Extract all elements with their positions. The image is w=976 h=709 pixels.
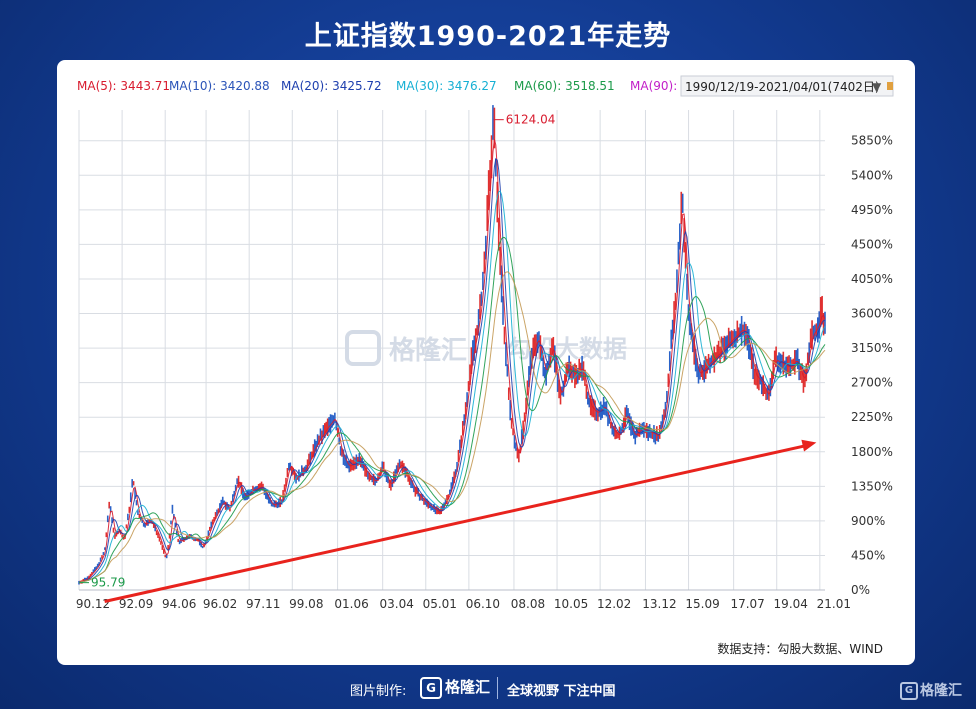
range-label: 1990/12/19-2021/04/01(7402日)	[685, 80, 880, 94]
corner-logo-mark-icon: G	[900, 682, 918, 700]
x-tick-label: 15.09	[685, 597, 719, 611]
ma-legend-value: 3518.51	[561, 79, 614, 93]
x-tick-label: 10.05	[554, 597, 588, 611]
x-tick-label: 21.01	[817, 597, 851, 611]
y-tick-label: 3150%	[851, 341, 893, 355]
chart-panel: MA(5): 3443.71 MA(10): 3420.88 MA(20): 342…	[57, 60, 915, 665]
footer-divider	[497, 677, 498, 699]
x-tick-label: 08.08	[511, 597, 545, 611]
ma-legend-name: MA(20):	[281, 79, 328, 93]
ma20-line	[78, 157, 826, 584]
x-tick-label: 90.12	[76, 597, 110, 611]
ma-legend-item: MA(5): 3443.71	[77, 79, 170, 93]
y-tick-label: 0%	[851, 583, 870, 597]
ma-legend-name: MA(90):	[630, 79, 677, 93]
y-tick-label: 5850%	[851, 134, 893, 148]
y-tick-label: 4050%	[851, 272, 893, 286]
annotation-label: 95.79	[91, 576, 125, 590]
made-by-label: 图片制作:	[350, 684, 407, 699]
series-layer	[78, 105, 826, 585]
grid	[78, 110, 825, 591]
y-tick-label: 4950%	[851, 203, 893, 217]
trend-arrow	[104, 439, 817, 603]
ma-legend-name: MA(60):	[514, 79, 561, 93]
dropdown-arrow-icon: ▼	[872, 80, 882, 94]
ma-legend-value: 3476.27	[443, 79, 496, 93]
annotation-label: 6124.04	[506, 113, 556, 127]
y-tick-label: 900%	[851, 514, 885, 528]
watermark-text-left: 格隆汇	[389, 335, 467, 366]
ma-legend-item: MA(60): 3518.51	[514, 79, 615, 93]
page-title: 上证指数1990-2021年走势	[304, 21, 672, 52]
ma-legend-item: MA(30): 3476.27	[396, 79, 497, 93]
x-tick-label: 06.10	[466, 597, 500, 611]
trend-arrow-head-icon	[801, 439, 817, 452]
corner-logo-text: 格隆汇	[920, 683, 962, 699]
footer-slogan: 全球视野 下注中国	[507, 684, 616, 699]
y-tick-label: 1800%	[851, 445, 893, 459]
corner-logo: G 格隆汇	[900, 680, 962, 700]
watermark: 格隆汇 勾股大数据	[345, 330, 627, 366]
y-tick-label: 4500%	[851, 237, 893, 251]
x-tick-label: 17.07	[730, 597, 764, 611]
y-tick-label: 5400%	[851, 168, 893, 182]
x-tick-label: 03.04	[379, 597, 413, 611]
y-tick-label: 2700%	[851, 376, 893, 390]
footer-logo-text: 格隆汇	[445, 678, 491, 696]
x-tick-label: 01.06	[334, 597, 368, 611]
trend-arrow-line	[104, 444, 807, 603]
ma-legend-value: 3425.72	[328, 79, 381, 93]
x-tick-label: 13.12	[642, 597, 676, 611]
y-tick-label: 1350%	[851, 479, 893, 493]
range-selector[interactable]: 1990/12/19-2021/04/01(7402日)▼	[680, 75, 894, 97]
ma60-line	[78, 236, 826, 584]
y-tick-label: 3600%	[851, 307, 893, 321]
ma-legend-name: MA(5):	[77, 79, 117, 93]
x-tick-label: 99.08	[289, 597, 323, 611]
ma-legend-name: MA(30):	[396, 79, 443, 93]
y-tick-label: 2250%	[851, 410, 893, 424]
y-tick-label: 450%	[851, 548, 885, 562]
ma-legend-item: MA(10): 3420.88	[169, 79, 270, 93]
watermark-text-right: 勾股大数据	[507, 335, 627, 363]
axis-labels: 0% 450% 900% 1350% 1800% 2250% 2700% 3150% 3600%…	[76, 134, 893, 611]
x-tick-label: 92.09	[119, 597, 153, 611]
source-note: 数据支持：勾股大数据、WIND	[717, 641, 883, 656]
x-tick-label: 94.06	[162, 597, 196, 611]
x-tick-label: 12.02	[597, 597, 631, 611]
footer-logo: G 格隆汇	[420, 676, 490, 699]
range-marker-icon	[887, 82, 893, 90]
watermark-logo-icon	[345, 330, 381, 366]
ma5-line	[78, 139, 826, 584]
ma-legend-name: MA(10):	[169, 79, 216, 93]
x-tick-label: 97.11	[246, 597, 280, 611]
logo-mark-icon: G	[420, 676, 442, 699]
ma-legend-item: MA(20): 3425.72	[281, 79, 382, 93]
annotations: 6124.04 95.79	[79, 113, 555, 590]
ma90-line	[78, 271, 826, 584]
ma-legend-value: 3420.88	[216, 79, 269, 93]
ma-legend-value: 3443.71	[117, 79, 170, 93]
x-tick-label: 05.01	[423, 597, 457, 611]
x-tick-label: 19.04	[774, 597, 808, 611]
x-tick-label: 96.02	[203, 597, 237, 611]
